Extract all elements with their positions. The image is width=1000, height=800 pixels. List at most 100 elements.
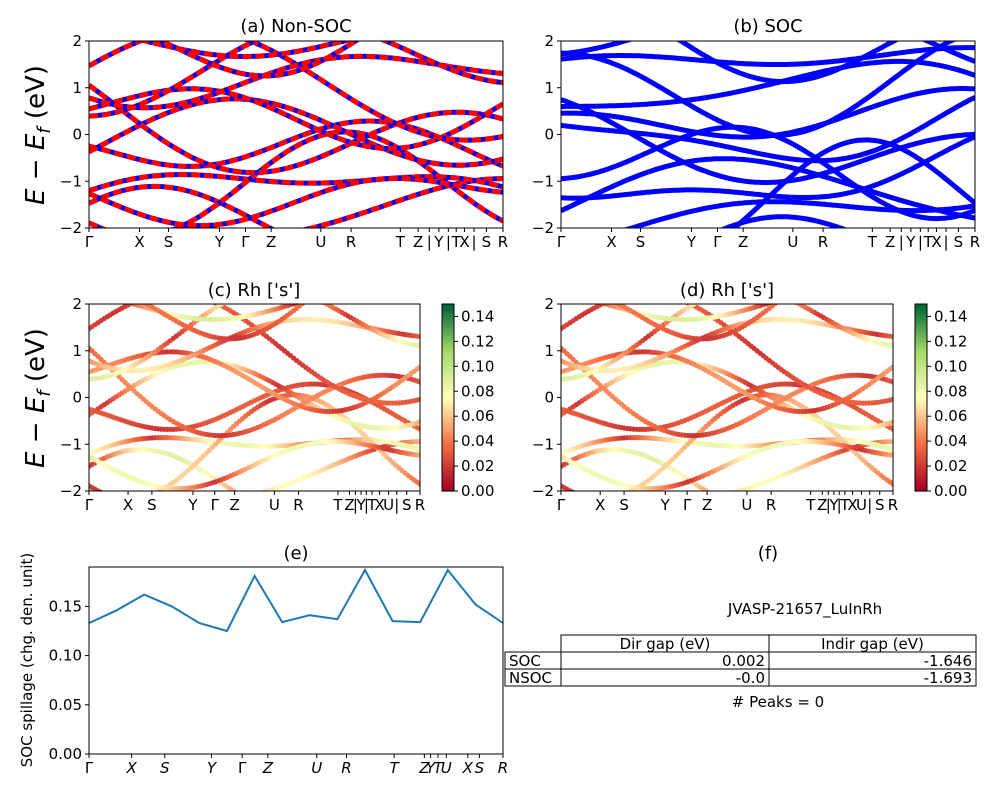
ytick-label: −1 xyxy=(60,172,82,190)
xtick-label: | xyxy=(899,233,904,251)
ytick-label: −2 xyxy=(532,482,554,500)
band-point xyxy=(794,293,799,298)
band-point xyxy=(724,501,729,506)
colorbar-segment xyxy=(442,316,454,321)
colorbar-segment xyxy=(442,475,454,480)
band-point xyxy=(318,287,323,292)
band-point xyxy=(393,293,398,298)
band-point xyxy=(351,265,356,270)
colorbar-segment xyxy=(915,369,927,374)
band-point xyxy=(384,291,389,296)
band-point xyxy=(649,291,654,296)
colorbar-segment xyxy=(442,413,454,417)
band-point xyxy=(574,286,579,291)
band-point xyxy=(111,288,116,293)
xtick-label: U xyxy=(383,496,394,514)
colorbar-segment xyxy=(915,444,927,448)
band-point xyxy=(120,298,125,303)
band-point xyxy=(821,266,826,271)
band-point xyxy=(601,294,606,299)
xtick-label: Z xyxy=(229,496,239,514)
xtick-label: Y xyxy=(207,759,218,777)
band-point xyxy=(791,299,796,304)
band-point xyxy=(378,290,383,295)
colorbar-segment xyxy=(442,406,454,411)
band-line xyxy=(134,41,503,60)
xtick-label: Y xyxy=(686,233,697,251)
band-point xyxy=(830,289,835,294)
colorbar-segment xyxy=(442,400,454,405)
band-point xyxy=(782,518,787,523)
band-point xyxy=(890,426,893,432)
band-point xyxy=(105,294,110,299)
band-point xyxy=(890,379,893,385)
band-point xyxy=(875,258,880,263)
xtick-label: | xyxy=(837,496,842,514)
colorbar-segment xyxy=(442,441,454,445)
band-point xyxy=(854,256,859,261)
band-point xyxy=(839,259,844,264)
band-point xyxy=(607,297,612,302)
xtick-label: S xyxy=(954,233,964,251)
band-point xyxy=(776,299,781,304)
band-point xyxy=(848,290,853,295)
band-point xyxy=(98,293,103,298)
band-point xyxy=(249,493,254,498)
band-point xyxy=(806,291,811,296)
band-point xyxy=(589,289,594,294)
band-point xyxy=(168,502,173,507)
xtick-label: Z xyxy=(885,233,895,251)
band-point xyxy=(141,501,146,506)
band-point xyxy=(333,275,338,280)
band-point xyxy=(399,258,404,263)
band-point xyxy=(564,285,569,290)
band-point xyxy=(336,516,341,521)
colorbar-segment xyxy=(442,478,454,483)
colorbar-frame xyxy=(914,303,928,492)
colorbar-segment xyxy=(915,441,927,445)
band-point xyxy=(324,293,329,298)
table-cell-value: 0.002 xyxy=(722,652,765,670)
colorbar-segment xyxy=(442,310,454,314)
band-point xyxy=(174,291,179,296)
ytick-label: 1 xyxy=(72,342,82,360)
xtick-label: | xyxy=(867,496,872,514)
colorbar-segment xyxy=(442,434,454,439)
ylabel-row1: E − Ef (eV) xyxy=(21,65,55,205)
band-point xyxy=(580,499,585,504)
band-point xyxy=(586,500,591,505)
band-point xyxy=(809,516,814,521)
band-point xyxy=(417,439,420,445)
band-point xyxy=(772,304,778,307)
band-point xyxy=(162,502,167,507)
colorbar-tick-label: 0.10 xyxy=(934,357,967,375)
band-point xyxy=(390,292,395,297)
band-point xyxy=(89,285,94,290)
band-point xyxy=(255,491,260,496)
band-point xyxy=(631,292,636,297)
band-point xyxy=(890,263,895,268)
colorbar-tick-label: 0.12 xyxy=(461,332,494,350)
band-point xyxy=(417,447,420,453)
band-point xyxy=(114,500,119,505)
panel-f-title: (f) xyxy=(758,543,778,564)
band-point xyxy=(727,503,732,508)
band-point xyxy=(833,261,838,266)
band-point xyxy=(652,502,657,507)
ytick-label: 0.10 xyxy=(49,647,82,665)
band-point xyxy=(218,304,224,307)
band-point xyxy=(246,494,251,499)
table-cell-value: -1.693 xyxy=(924,669,972,687)
band-point xyxy=(616,295,621,300)
band-point xyxy=(830,262,835,267)
band-point xyxy=(318,299,323,304)
band-point xyxy=(417,426,420,432)
xtick-label: S xyxy=(636,233,646,251)
band-point xyxy=(589,495,594,500)
colorbar-segment xyxy=(442,409,454,414)
table-cell-value: -1.646 xyxy=(924,652,972,670)
band-point xyxy=(818,268,823,273)
xtick-label: Z xyxy=(418,759,430,777)
xtick-label: U xyxy=(741,496,752,514)
colorbar-segment xyxy=(442,469,454,473)
